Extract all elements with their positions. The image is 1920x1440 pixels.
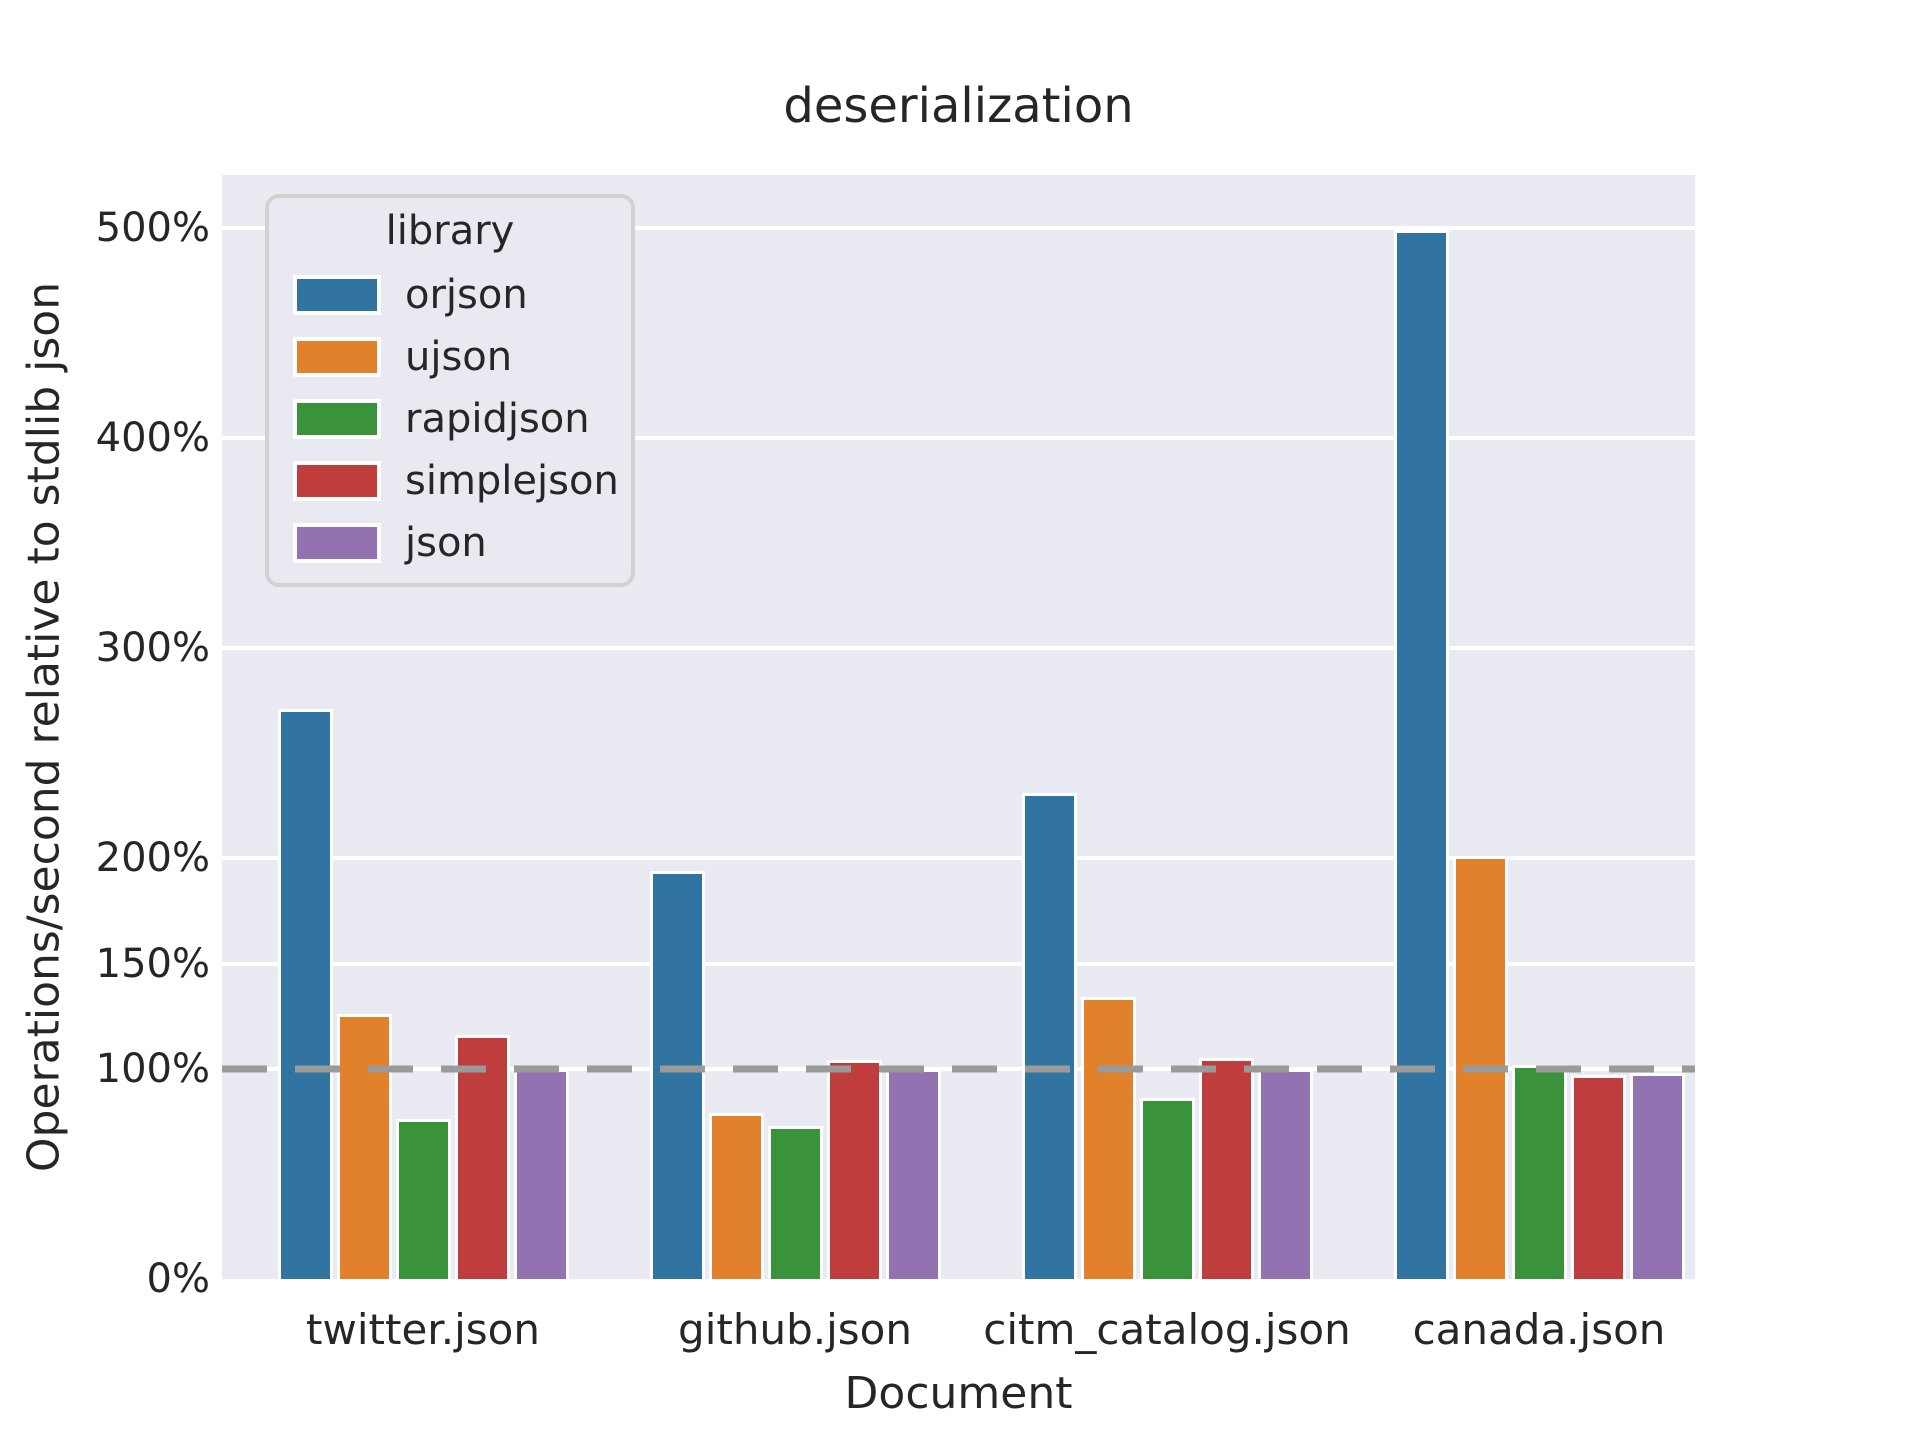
bar-citm_catalog.json-ujson bbox=[1081, 997, 1136, 1279]
y-tick-label-400%: 400% bbox=[95, 414, 210, 461]
bar-canada.json-orjson bbox=[1394, 229, 1449, 1279]
bar-citm_catalog.json-rapidjson bbox=[1140, 1098, 1195, 1279]
legend-item-rapidjson: rapidjson bbox=[269, 388, 631, 450]
bar-citm_catalog.json-json bbox=[1258, 1068, 1313, 1279]
legend-item-label: ujson bbox=[405, 334, 513, 380]
legend-item-label: json bbox=[405, 520, 487, 566]
x-tick-label-github.json: github.json bbox=[678, 1305, 912, 1354]
y-tick-label-300%: 300% bbox=[95, 625, 210, 672]
legend-title: library bbox=[385, 208, 515, 254]
gridline-200% bbox=[222, 856, 1695, 861]
legend-swatch-rapidjson bbox=[293, 399, 381, 439]
legend-items: orjson ujson rapidjson simplejson json bbox=[269, 264, 631, 574]
legend-item-orjson: orjson bbox=[269, 264, 631, 326]
legend-item-simplejson: simplejson bbox=[269, 450, 631, 512]
chart-title: deserialization bbox=[783, 78, 1134, 134]
reference-line-100pct bbox=[222, 1065, 1695, 1073]
bar-github.json-simplejson bbox=[827, 1060, 882, 1279]
bar-twitter.json-json bbox=[514, 1068, 569, 1279]
plot-area bbox=[222, 175, 1695, 1279]
x-tick-label-canada.json: canada.json bbox=[1412, 1305, 1666, 1354]
legend-item-label: simplejson bbox=[405, 458, 619, 504]
bar-twitter.json-rapidjson bbox=[396, 1119, 451, 1279]
bar-canada.json-json bbox=[1630, 1072, 1685, 1279]
bar-group-github.json bbox=[650, 175, 941, 1279]
legend-item-label: orjson bbox=[405, 272, 528, 318]
y-axis-label: Operations/second relative to stdlib jso… bbox=[18, 281, 70, 1173]
legend-swatch-orjson bbox=[293, 275, 381, 315]
legend: library orjson ujson rapidjson simplejson js… bbox=[265, 194, 635, 587]
bar-github.json-orjson bbox=[650, 871, 705, 1279]
legend-item-ujson: ujson bbox=[269, 326, 631, 388]
x-tick-label-twitter.json: twitter.json bbox=[306, 1305, 540, 1354]
bar-canada.json-simplejson bbox=[1571, 1075, 1626, 1279]
y-tick-label-0%: 0% bbox=[146, 1256, 210, 1302]
bar-citm_catalog.json-orjson bbox=[1022, 793, 1077, 1279]
legend-item-label: rapidjson bbox=[405, 396, 590, 442]
gridline-300% bbox=[222, 646, 1695, 651]
y-tick-label-150%: 150% bbox=[95, 940, 210, 987]
legend-item-json: json bbox=[269, 512, 631, 574]
y-tick-label-200%: 200% bbox=[95, 835, 210, 882]
x-tick-label-citm_catalog.json: citm_catalog.json bbox=[983, 1305, 1351, 1354]
legend-swatch-json bbox=[293, 523, 381, 563]
x-axis-label: Document bbox=[844, 1368, 1073, 1419]
bar-github.json-ujson bbox=[709, 1112, 764, 1279]
gridline-500% bbox=[222, 225, 1695, 230]
bar-twitter.json-orjson bbox=[278, 709, 333, 1279]
legend-swatch-ujson bbox=[293, 337, 381, 377]
y-tick-label-100%: 100% bbox=[95, 1045, 210, 1092]
y-tick-label-500%: 500% bbox=[95, 204, 210, 251]
bar-group-twitter.json bbox=[278, 175, 569, 1279]
bar-twitter.json-ujson bbox=[337, 1014, 392, 1279]
bar-group-canada.json bbox=[1394, 175, 1685, 1279]
bar-github.json-rapidjson bbox=[768, 1125, 823, 1279]
bar-canada.json-rapidjson bbox=[1512, 1064, 1567, 1279]
bar-group-citm_catalog.json bbox=[1022, 175, 1313, 1279]
legend-swatch-simplejson bbox=[293, 461, 381, 501]
gridline-150% bbox=[222, 961, 1695, 966]
bar-twitter.json-simplejson bbox=[455, 1035, 510, 1279]
bar-citm_catalog.json-simplejson bbox=[1199, 1058, 1254, 1279]
gridline-400% bbox=[222, 435, 1695, 440]
bar-github.json-json bbox=[886, 1068, 941, 1279]
